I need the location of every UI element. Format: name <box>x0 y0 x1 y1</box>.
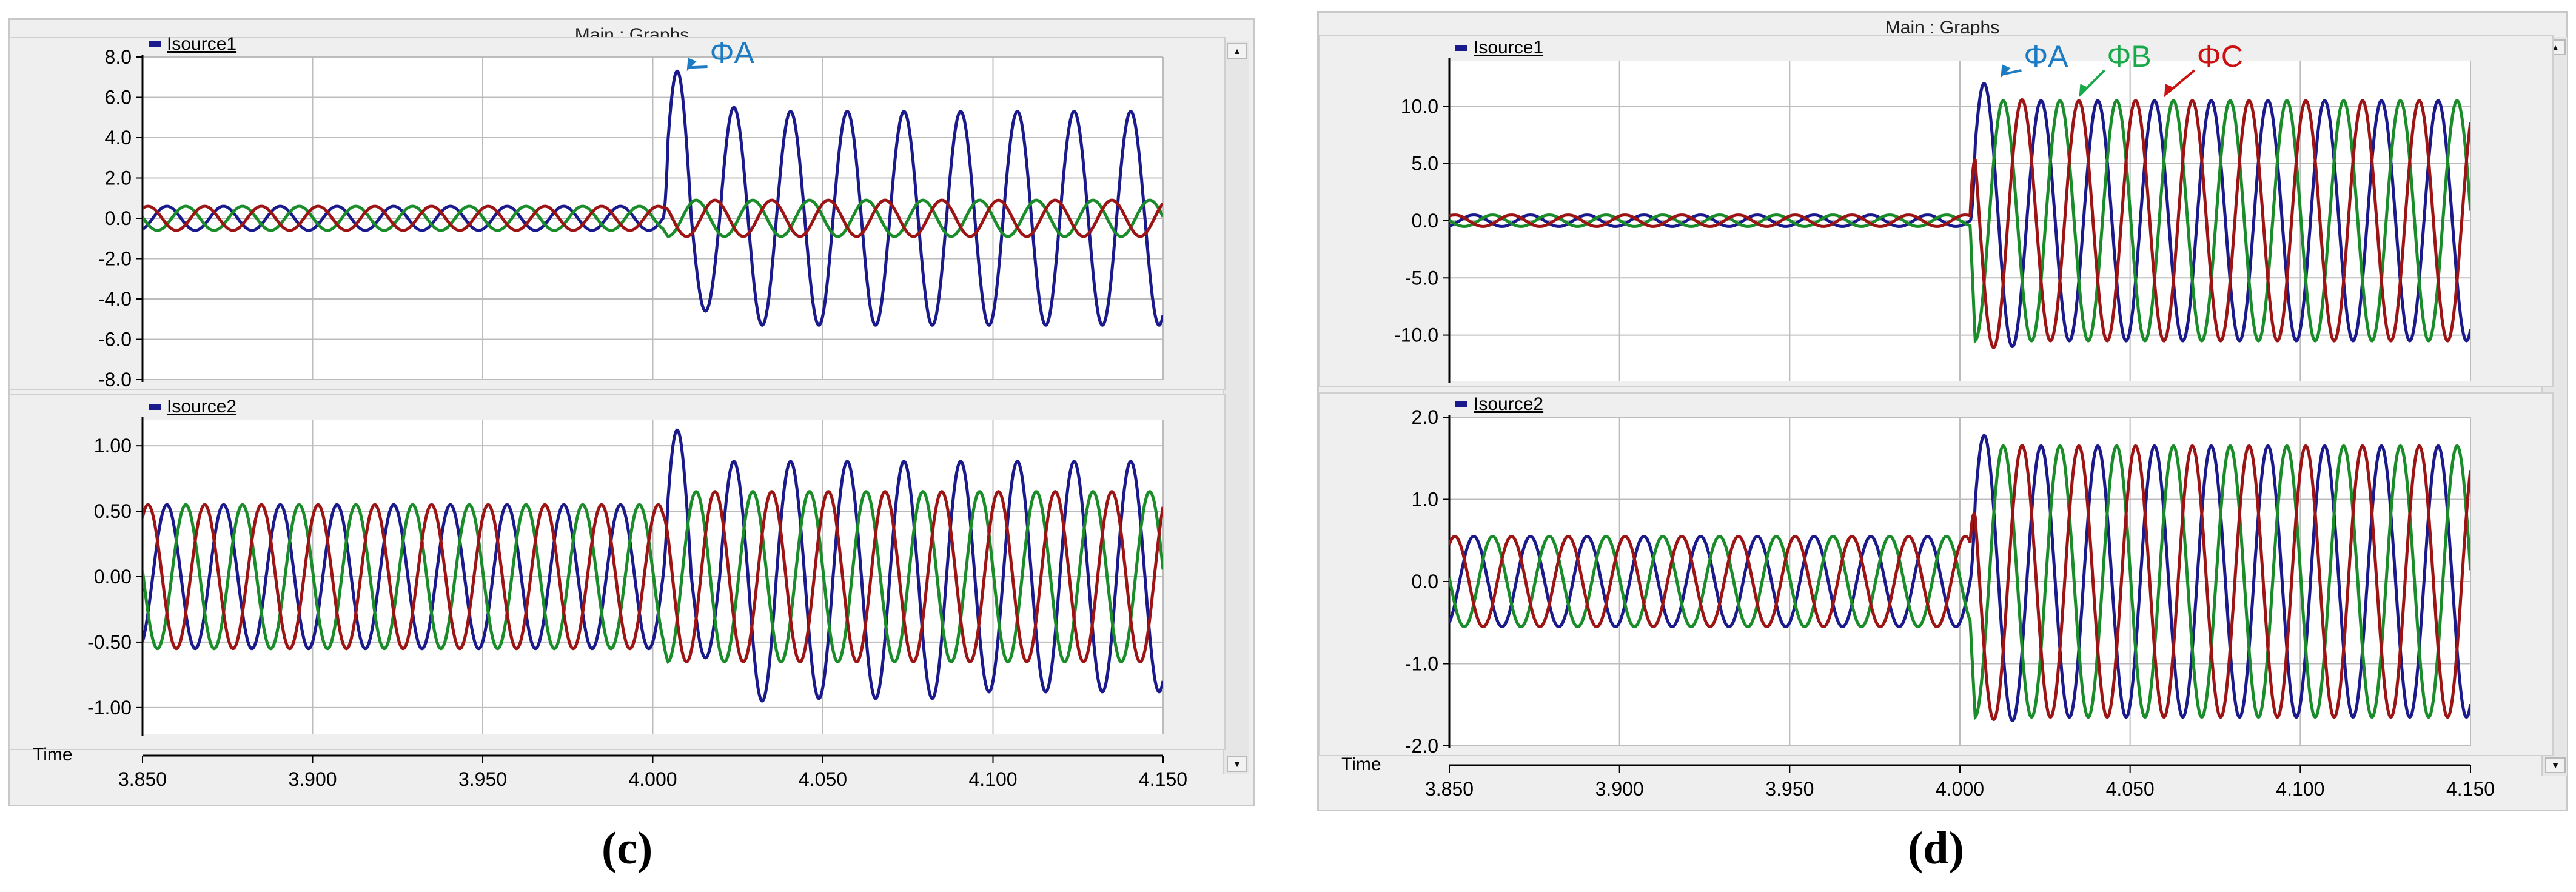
y-tick-label: -1.0 <box>1405 653 1438 675</box>
time-axis-1: Time 3.850 3.900 3.950 4.000 4.050 4.100 4.150 <box>1341 754 2495 800</box>
x-tick-label: 3.900 <box>288 768 337 790</box>
legend: Isource2 <box>149 397 236 417</box>
y-tick-label: 2.0 <box>1412 406 1438 428</box>
series-line-c <box>143 198 1163 238</box>
y-tick-label: 1.0 <box>1412 489 1438 511</box>
y-tick-label: 1.00 <box>94 435 132 457</box>
y-tick-label: 4.0 <box>105 127 132 149</box>
y-tick-label: 6.0 <box>105 87 132 109</box>
series-line-c <box>1449 444 2470 721</box>
legend-label: Isource2 <box>167 397 236 417</box>
x-tick-label: 3.850 <box>1425 778 1474 800</box>
x-tick-label: 3.900 <box>1595 778 1644 800</box>
plot-panel-0: 8.0 6.0 4.0 2.0 0.0 -2.0 -4.0 -6.0 -8.0 Isource1 Φ… <box>9 34 1226 391</box>
series-line-b <box>1449 444 2470 721</box>
series-line-a <box>1449 81 2470 349</box>
annotation-label: ΦC <box>2197 39 2243 73</box>
y-tick-label: 0.0 <box>105 207 132 229</box>
annotation-label: ΦA <box>2024 39 2068 73</box>
legend: Isource1 <box>149 34 236 54</box>
time-axis-label: Time <box>1341 754 1381 774</box>
annotation-arrowhead <box>2001 64 2011 78</box>
annotation-label: ΦA <box>710 36 755 70</box>
x-tick-label: 3.950 <box>1765 778 1814 800</box>
y-tick-label: 5.0 <box>1412 153 1438 175</box>
series-line-b <box>1449 99 2470 344</box>
vertical-scrollbar[interactable]: ▲ ▼ <box>1223 41 1249 774</box>
x-tick-label: 4.100 <box>968 768 1017 790</box>
series-line-c <box>143 490 1163 663</box>
x-tick-label: 4.150 <box>1139 768 1187 790</box>
legend: Isource1 <box>1455 38 1543 58</box>
y-tick-label: 0.00 <box>94 566 132 588</box>
legend-swatch <box>1455 45 1467 51</box>
x-tick-label: 4.000 <box>628 768 677 790</box>
series-line-a <box>143 428 1163 703</box>
scroll-up-button[interactable]: ▲ <box>1227 43 1247 59</box>
x-tick-label: 4.000 <box>1936 778 1984 800</box>
legend-label: Isource1 <box>1474 38 1543 58</box>
series-line-c <box>1449 98 2470 349</box>
annotation-arrowhead <box>2164 84 2174 98</box>
caption-c: (c) <box>602 823 653 874</box>
y-tick-label: 0.50 <box>94 500 132 522</box>
scroll-down-button[interactable]: ▼ <box>1227 756 1247 772</box>
legend-label: Isource1 <box>167 34 236 54</box>
y-tick-label: -2.0 <box>1405 735 1438 757</box>
y-tick-label: -4.0 <box>98 288 132 310</box>
y-tick-label: 0.0 <box>1412 210 1438 232</box>
legend-swatch <box>149 41 161 47</box>
window-title: Main : Graphs <box>1885 18 2000 38</box>
x-tick-label: 3.850 <box>118 768 167 790</box>
y-tick-label: -10.0 <box>1394 324 1438 346</box>
y-tick-label: -5.0 <box>1405 267 1438 289</box>
plot-panel-3: 2.0 1.0 0.0 -1.0 -2.0 Isource2 <box>1319 392 2554 757</box>
series-line-b <box>143 198 1163 238</box>
scroll-down-button[interactable]: ▼ <box>2545 757 2566 773</box>
annotation-label: ΦB <box>2107 39 2151 73</box>
y-tick-label: 10.0 <box>1401 95 1438 117</box>
x-tick-label: 4.150 <box>2446 778 2495 800</box>
caption-d: (d) <box>1908 823 1964 874</box>
time-axis-label: Time <box>33 745 73 765</box>
y-tick-label: -2.0 <box>98 248 132 270</box>
series-line-b <box>143 490 1163 665</box>
legend-swatch <box>1455 401 1467 407</box>
legend-swatch <box>149 404 161 410</box>
x-tick-label: 4.050 <box>799 768 847 790</box>
annotation-arrowhead <box>2079 84 2089 98</box>
y-tick-label: -0.50 <box>87 631 132 653</box>
x-tick-label: 3.950 <box>458 768 507 790</box>
series-line-a <box>143 69 1163 327</box>
y-tick-label: 8.0 <box>105 46 132 68</box>
x-tick-label: 4.100 <box>2276 778 2324 800</box>
annotation-arrow <box>2002 69 2022 76</box>
legend: Isource2 <box>1455 394 1543 414</box>
annotation-arrowhead <box>686 58 697 72</box>
y-tick-label: 0.0 <box>1412 571 1438 592</box>
series-line-a <box>1449 434 2470 722</box>
y-tick-label: -1.00 <box>87 697 132 719</box>
y-tick-label: -8.0 <box>98 369 132 391</box>
x-tick-label: 4.050 <box>2106 778 2155 800</box>
plot-panel-2: 10.0 5.0 0.0 -5.0 -10.0 Isource1 ΦA ΦB ΦC <box>1319 35 2554 387</box>
time-axis-0: Time 3.850 3.900 3.950 4.000 4.050 4.100 4.150 <box>33 745 1187 790</box>
y-tick-label: -6.0 <box>98 329 132 350</box>
plot-panel-1: 1.00 0.50 0.00 -0.50 -1.00 Isource2 <box>9 394 1226 750</box>
legend-label: Isource2 <box>1474 394 1543 414</box>
y-tick-label: 2.0 <box>105 167 132 189</box>
